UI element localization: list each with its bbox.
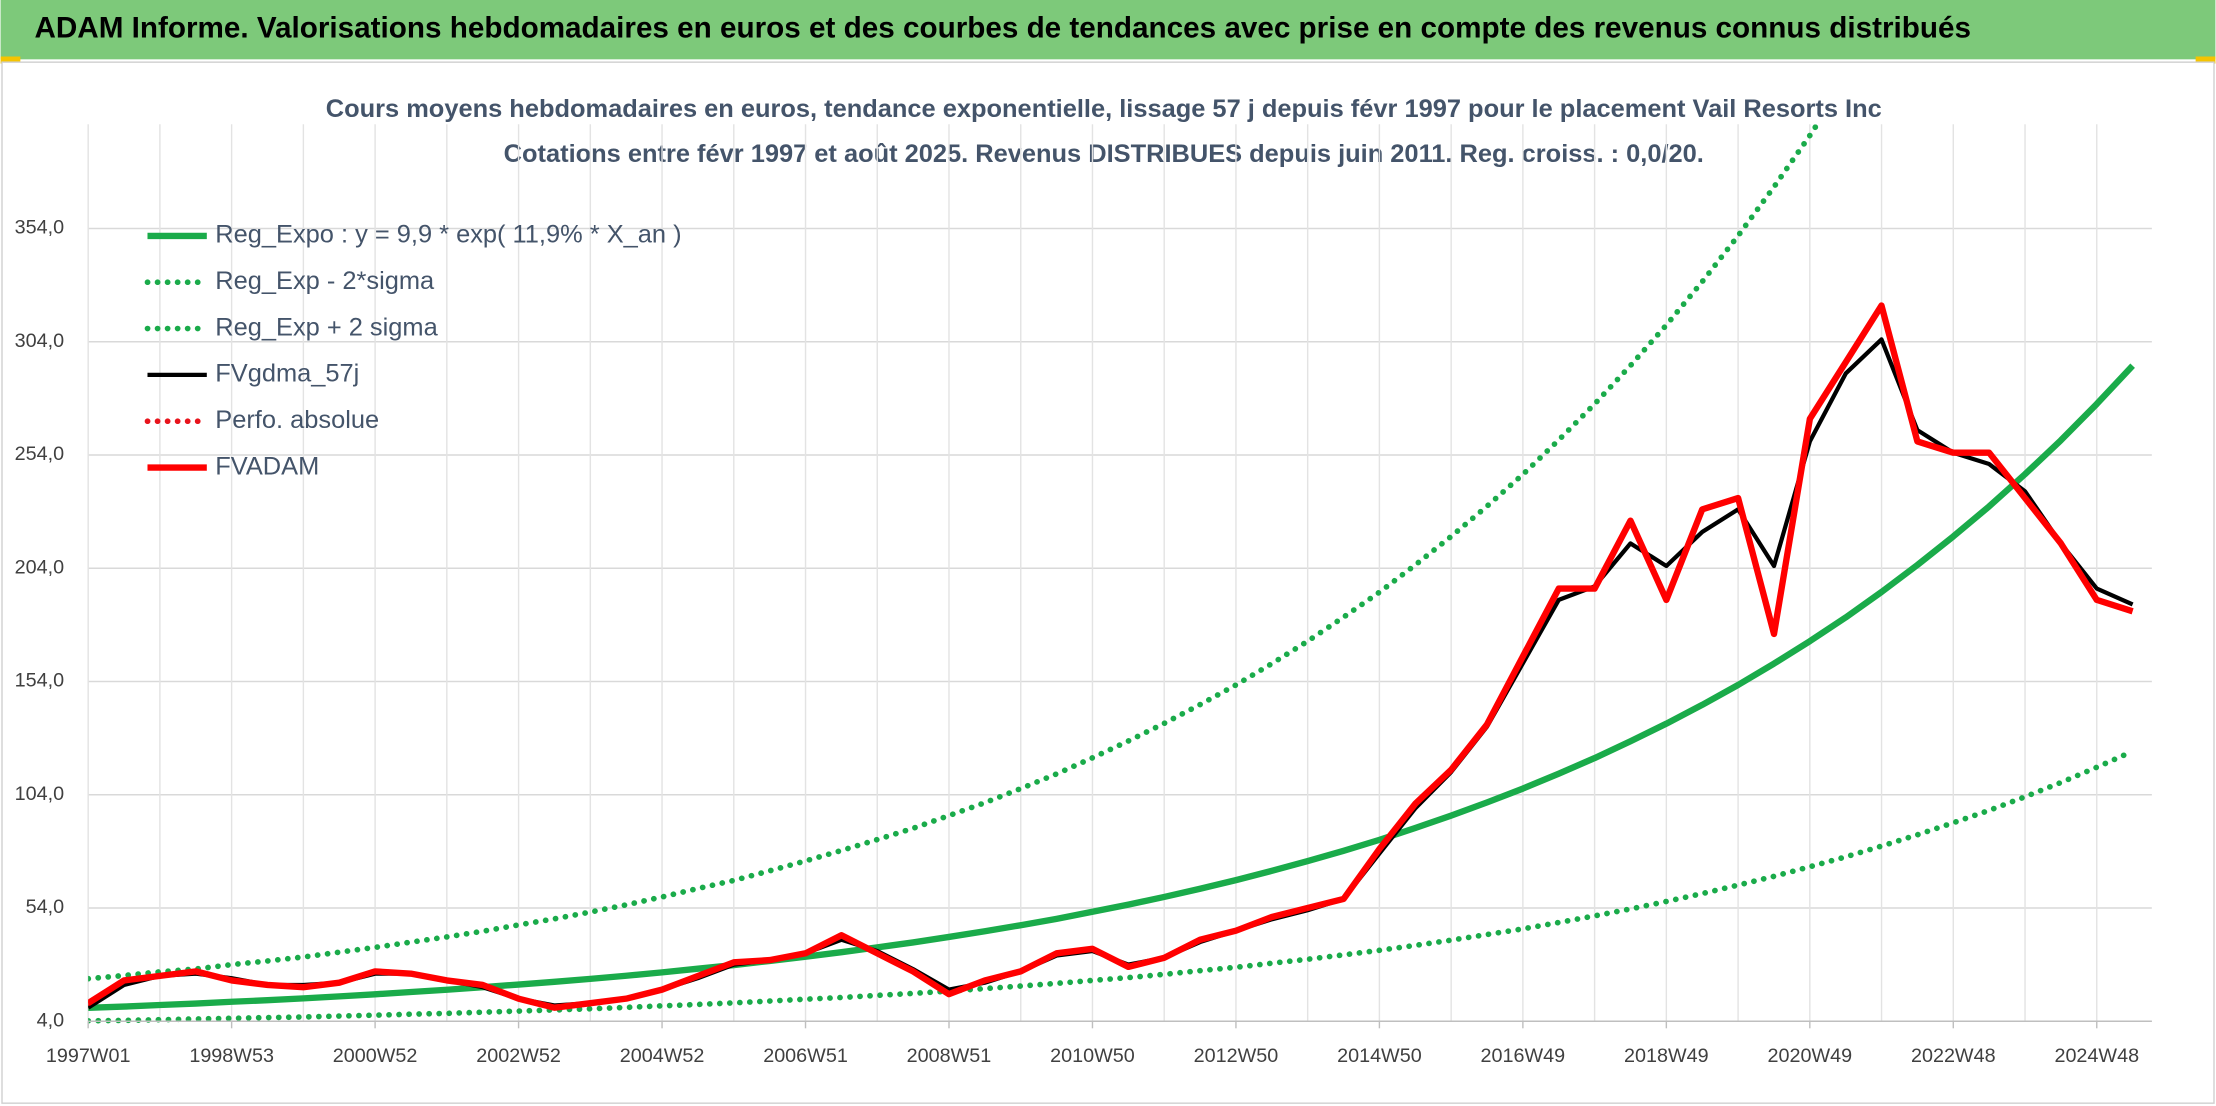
x-tick-label: 2008W51 (907, 1045, 992, 1067)
x-tick-label: 1998W53 (189, 1045, 274, 1067)
chart-title: Cours moyens hebdomadaires en euros, ten… (326, 95, 1882, 123)
x-tick-label: 2010W50 (1050, 1045, 1135, 1067)
y-tick-label: 354,0 (15, 217, 64, 239)
x-tick-label: 2002W52 (476, 1045, 561, 1067)
y-tick-label: 304,0 (15, 330, 64, 352)
x-tick-label: 2020W49 (1768, 1045, 1853, 1067)
series-line (88, 363, 2135, 1012)
x-tick-label: 2006W51 (763, 1045, 848, 1067)
y-tick-label: 54,0 (26, 896, 64, 918)
y-tick-label: 204,0 (15, 556, 64, 578)
legend-label: Perfo. absolue (215, 406, 379, 434)
series-line (88, 302, 2134, 1011)
y-tick-label: 104,0 (15, 783, 64, 805)
x-tick-label: 2012W50 (1194, 1045, 1279, 1067)
legend-label: Reg_Expo : y = 9,9 * exp( 11,9% * X_an ) (215, 221, 681, 249)
chart-subtitle: Cotations entre févr 1997 et août 2025. … (504, 140, 1704, 168)
x-tick-label: 2022W48 (1911, 1045, 1996, 1067)
x-tick-label: 2014W50 (1337, 1045, 1422, 1067)
y-tick-label: 4,0 (37, 1009, 64, 1031)
legend-label: FVgdma_57j (215, 360, 359, 388)
chart-frame (1, 61, 2215, 1104)
corner (2195, 56, 2216, 64)
y-tick-label: 154,0 (15, 670, 64, 692)
header-bar (0, 0, 2216, 60)
legend-label: Reg_Exp - 2*sigma (215, 267, 435, 295)
x-tick-label: 2016W49 (1481, 1045, 1566, 1067)
x-tick-label: 2018W49 (1624, 1045, 1709, 1067)
header-title: ADAM Informe. Valorisations hebdomadaire… (34, 11, 1971, 44)
corner (0, 56, 21, 64)
series-line (88, 124, 1821, 982)
legend-label: Reg_Exp + 2 sigma (215, 313, 438, 341)
x-tick-label: 2024W48 (2054, 1045, 2139, 1067)
legend-label: FVADAM (215, 452, 319, 480)
series-line (88, 748, 2136, 1024)
y-tick-label: 254,0 (15, 443, 64, 465)
x-tick-label: 2004W52 (620, 1045, 705, 1067)
x-tick-label: 1997W01 (46, 1045, 131, 1067)
x-tick-label: 2000W52 (333, 1045, 418, 1067)
